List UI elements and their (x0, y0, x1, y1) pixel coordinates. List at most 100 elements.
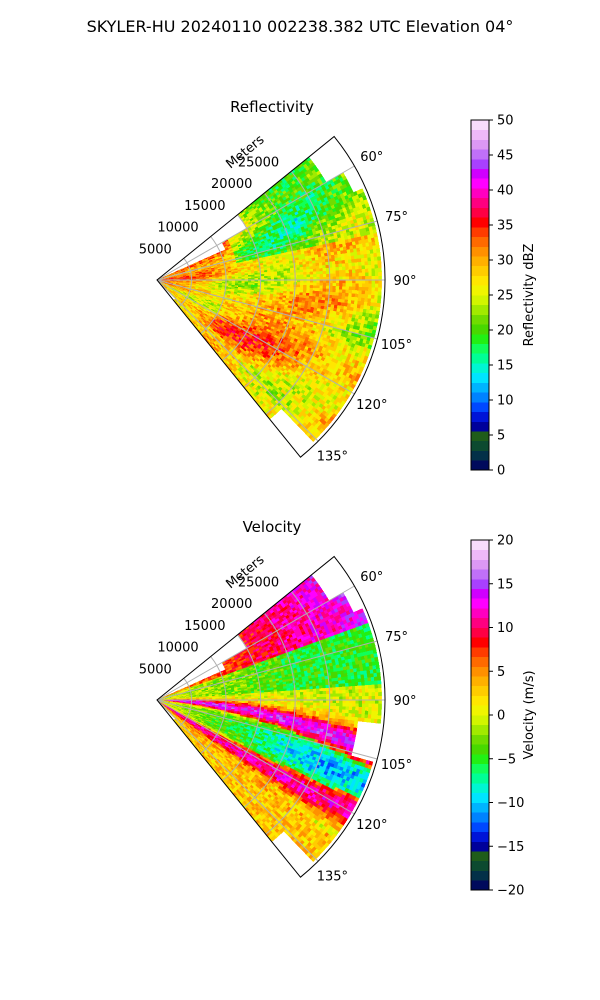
radar-cell (322, 273, 327, 278)
radar-cell (302, 269, 307, 273)
radar-cell (264, 275, 268, 279)
radar-cell (339, 283, 343, 287)
radar-cell (296, 287, 301, 291)
radar-cell (296, 284, 301, 288)
radar-cell (331, 295, 336, 299)
radar-cell (277, 273, 281, 277)
radar-cell (367, 257, 372, 262)
radar-cell (234, 276, 239, 279)
radar-cell (345, 286, 350, 291)
radar-cell (348, 283, 353, 288)
radar-cell (338, 292, 343, 297)
radar-cell (370, 260, 375, 266)
radar-cell (335, 282, 340, 287)
radar-cell (341, 299, 346, 304)
radar-cell (360, 254, 365, 259)
radar-cell (354, 293, 359, 298)
radar-cell (326, 282, 330, 287)
radar-cell (344, 263, 349, 268)
radar-cell (286, 272, 291, 276)
radar-cell (361, 283, 366, 288)
radar-cell (280, 270, 285, 274)
radar-cell (286, 288, 291, 292)
radar-cell (322, 267, 327, 272)
radar-cell (303, 271, 307, 276)
radar-cell (377, 299, 382, 304)
radar-cell (365, 279, 369, 284)
radar-cell (357, 261, 362, 267)
radar-cell (338, 286, 343, 290)
radar-cell (350, 255, 355, 260)
radar-cell (341, 292, 346, 297)
radar-cell (335, 273, 340, 278)
radar-cell (368, 275, 373, 281)
radar-cell (299, 266, 304, 271)
radar-cell (315, 293, 320, 298)
radar-cell (312, 282, 317, 286)
radar-cell (365, 272, 369, 277)
radar-cell (374, 291, 379, 296)
radar-cell (312, 287, 317, 292)
radar-cell (322, 288, 327, 293)
radar-cell (351, 269, 356, 274)
radar-cell (277, 281, 282, 285)
radar-cell (357, 300, 362, 306)
radar-cell (337, 253, 342, 259)
radar-cell (296, 272, 301, 276)
radar-cell (360, 301, 365, 306)
radar-cell (290, 274, 295, 278)
radar-cell (348, 286, 353, 291)
radar-cell (299, 272, 304, 276)
radar-cell (371, 287, 376, 292)
radar-cell (366, 253, 372, 259)
radar-cell (332, 267, 337, 272)
radar-cell (283, 275, 288, 279)
radar-cell (374, 287, 379, 292)
radar-cell (274, 281, 278, 285)
radar-cell (368, 272, 373, 277)
radar-cell (370, 302, 375, 307)
radar-cell (358, 269, 363, 274)
radar-cell (322, 285, 327, 290)
radar-cell (322, 291, 327, 296)
radar-cell (286, 284, 291, 288)
radar-cell (306, 269, 311, 273)
radar-cell (267, 275, 272, 279)
radar-cell (334, 254, 339, 259)
radar-cell (345, 276, 350, 281)
radar-cell (348, 276, 353, 281)
radar-cell (376, 252, 381, 258)
radar-cell (351, 296, 356, 302)
radar-cell (315, 296, 320, 301)
radar-cell (303, 274, 308, 278)
radar-cell (280, 273, 285, 276)
radar-cell (352, 276, 356, 281)
radar-cell (340, 253, 345, 258)
radar-cell (357, 254, 362, 260)
radar-cell (267, 281, 272, 285)
radar-cell (370, 298, 375, 304)
radar-cell (315, 265, 320, 270)
radar-cell (318, 291, 323, 295)
radar-cell (315, 259, 320, 264)
radar-cell (375, 244, 380, 250)
radar-cell (344, 296, 349, 301)
radar-cell (364, 290, 369, 296)
radar-cell (315, 290, 320, 295)
radar-cell (254, 274, 259, 277)
radar-cell (375, 275, 379, 281)
radar-cell (355, 283, 360, 288)
reflectivity-panel: Reflectivity60°75°90°105°120°135°5000100… (139, 98, 537, 479)
radar-cell (277, 275, 282, 279)
radar-cell (350, 300, 355, 305)
radar-cell (296, 269, 301, 273)
radar-cell (296, 267, 301, 271)
radar-cell (316, 285, 321, 289)
radar-cell (351, 258, 356, 264)
radar-cell (371, 291, 376, 296)
radar-cell (367, 261, 372, 266)
radar-cell (286, 268, 291, 272)
radar-cell (286, 270, 291, 274)
radar-cell (374, 314, 380, 320)
radar-cell (371, 268, 376, 273)
